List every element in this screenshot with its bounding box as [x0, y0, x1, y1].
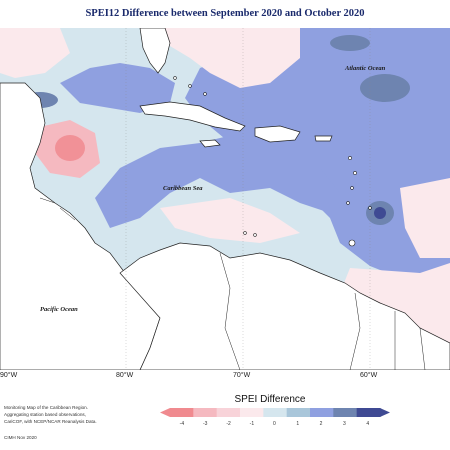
island-curacao — [253, 233, 257, 237]
lon-label-90w: 90°W — [0, 372, 18, 379]
legend-swatch — [263, 408, 288, 417]
legend-swatch — [216, 408, 241, 417]
pink-anomaly-north — [160, 28, 300, 88]
legend-tick-label: -2 — [226, 421, 231, 427]
land-puerto-rico — [314, 135, 333, 142]
legend-tick-label: 1 — [296, 421, 299, 427]
legend-swatch — [193, 408, 218, 417]
legend-tick-label: -1 — [250, 421, 255, 427]
legend-tick-label: 3 — [343, 421, 346, 427]
spei-map: Atlantic Ocean Caribbean Sea Pacific Oce… — [0, 28, 450, 370]
legend-tick-label: 4 — [366, 421, 369, 427]
legend-tick-label: 2 — [320, 421, 323, 427]
land-cuba — [139, 101, 246, 132]
credit-date: CIMH Nov 2020 — [4, 435, 37, 440]
island-bahamas-1 — [173, 76, 177, 80]
land-florida — [139, 28, 171, 74]
legend-swatch — [333, 408, 358, 417]
island-antilles-2 — [353, 171, 357, 175]
legend-title: SPEI Difference — [234, 394, 306, 405]
blue-anomaly-gulf — [60, 63, 175, 113]
land-hispaniola — [254, 125, 301, 143]
label-atlantic-ocean: Atlantic Ocean — [344, 65, 386, 72]
map-title: SPEI12 Difference between September 2020… — [85, 8, 365, 19]
legend-swatch — [240, 408, 264, 417]
legend-arrow-max — [380, 408, 390, 417]
blue-anomaly-caribbean — [95, 133, 340, 228]
border-suriname-guiana — [419, 327, 426, 370]
pink-anomaly-east — [400, 178, 450, 258]
dark-blue-spot-atlantic-2 — [360, 74, 410, 102]
credit-line-3: CariCOF, with NCEP/NCAR Reanalysis Data. — [4, 419, 97, 424]
legend-tick-label: 0 — [273, 421, 276, 427]
legend-swatch — [310, 408, 334, 417]
dark-blue-spot-atlantic — [330, 35, 370, 51]
legend-tick-label: -3 — [203, 421, 208, 427]
legend-swatch — [170, 408, 194, 417]
credit-line-1: Monitoring Map of the Caribbean Region. — [4, 405, 89, 410]
darkest-blue-spot — [374, 207, 386, 219]
legend-swatch — [286, 408, 311, 417]
border-colombia-venezuela — [219, 252, 241, 370]
label-caribbean-sea: Caribbean Sea — [163, 185, 203, 192]
legend-colorbar: -4 -3 -2 -1 0 1 2 3 4 — [160, 408, 390, 427]
lon-label-80w: 80°W — [116, 372, 134, 379]
border-honduras — [59, 207, 76, 221]
land-south-america — [119, 242, 450, 370]
island-bahamas-3 — [203, 92, 207, 96]
pink-anomaly-venezuela — [160, 198, 300, 243]
legend-tick-label: -4 — [180, 421, 185, 427]
island-bahamas-2 — [188, 84, 192, 88]
lon-label-70w: 70°W — [233, 372, 251, 379]
pink-core-yucatan — [55, 135, 85, 161]
legend-swatch — [356, 408, 381, 417]
island-aruba — [243, 231, 247, 235]
island-antilles-1 — [348, 156, 352, 160]
border-venezuela-guyana — [349, 292, 361, 370]
island-antilles-4 — [346, 201, 350, 205]
legend-arrow-min — [160, 408, 170, 417]
border-guatemala — [39, 197, 56, 204]
credit-line-2: Aggregating station based observations, — [4, 412, 86, 417]
land-jamaica — [199, 139, 221, 148]
pink-anomaly-nw — [0, 28, 70, 78]
label-pacific-ocean: Pacific Ocean — [40, 306, 78, 313]
lon-label-60w: 60°W — [360, 372, 378, 379]
island-trinidad — [348, 239, 356, 247]
island-antilles-3 — [350, 186, 354, 190]
